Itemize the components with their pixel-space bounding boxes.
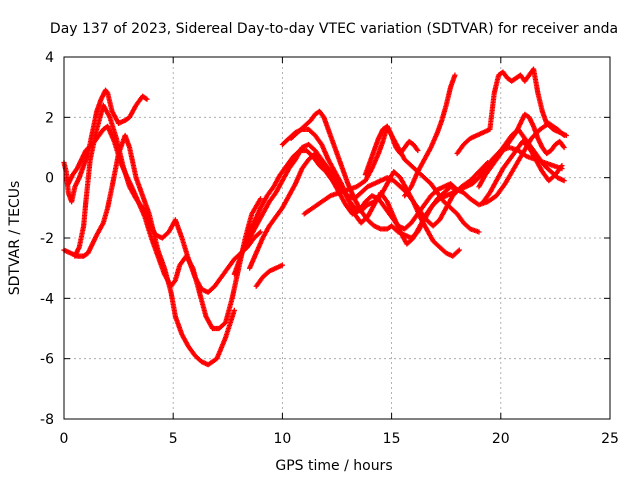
data-point	[231, 307, 237, 313]
y-tick-label: 0	[45, 171, 54, 187]
x-tick-label: 20	[492, 431, 510, 447]
data-track	[61, 132, 237, 368]
data-track	[489, 126, 567, 184]
x-tick-label: 5	[169, 431, 178, 447]
x-tick-label: 10	[273, 431, 291, 447]
data-point	[144, 96, 150, 102]
chart-title: Day 137 of 2023, Sidereal Day-to-day VTE…	[50, 21, 618, 37]
data-track	[402, 72, 458, 199]
y-tick-label: -4	[40, 291, 54, 307]
x-tick-label: 25	[601, 431, 619, 447]
y-tick-label: -8	[40, 412, 54, 428]
y-tick-label: 2	[45, 110, 54, 126]
data-point	[452, 72, 458, 78]
data-point	[476, 229, 482, 235]
data-points	[61, 66, 569, 368]
y-tick-labels: -8 -6 -4 -2 0 2 4	[40, 50, 54, 428]
data-track	[61, 87, 150, 205]
data-point	[257, 196, 264, 202]
grid	[64, 57, 610, 419]
data-point	[559, 163, 565, 169]
data-track	[362, 123, 421, 178]
data-point	[563, 132, 569, 139]
plot-frame	[63, 56, 611, 420]
x-axis-label: GPS time / hours	[275, 458, 392, 474]
data-track	[65, 123, 264, 332]
data-track	[72, 102, 264, 295]
data-point	[456, 247, 462, 253]
x-tick-label: 15	[383, 431, 401, 447]
data-point	[561, 178, 567, 184]
data-track	[253, 262, 285, 289]
data-point	[257, 229, 264, 235]
data-point	[279, 262, 285, 268]
y-tick-label: -6	[40, 352, 54, 368]
x-tick-labels: 0 5 10 15 20 25	[60, 431, 619, 447]
data-point	[561, 144, 567, 151]
y-axis-label: SDTVAR / TECUs	[7, 181, 23, 296]
y-tick-label: -2	[40, 231, 54, 247]
y-tick-label: 4	[45, 50, 54, 66]
data-point	[415, 147, 421, 154]
data-track	[454, 66, 569, 157]
x-tick-label: 0	[60, 431, 69, 447]
